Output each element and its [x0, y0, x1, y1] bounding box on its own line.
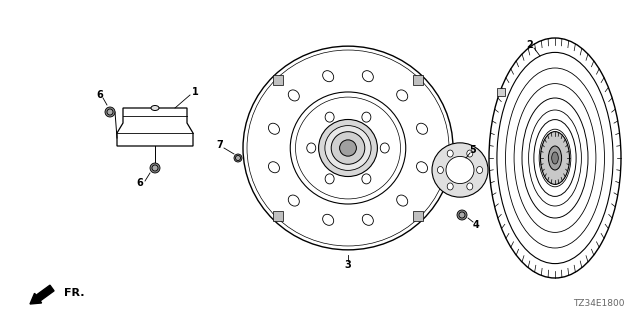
- Ellipse shape: [268, 162, 280, 173]
- Bar: [497, 88, 505, 96]
- Circle shape: [236, 156, 241, 161]
- Ellipse shape: [552, 152, 558, 164]
- Ellipse shape: [447, 183, 453, 190]
- Text: 3: 3: [344, 260, 351, 270]
- Text: FR.: FR.: [64, 288, 84, 298]
- Ellipse shape: [477, 166, 483, 173]
- Circle shape: [459, 212, 465, 218]
- Bar: [273, 75, 283, 85]
- Ellipse shape: [447, 150, 453, 157]
- Ellipse shape: [397, 195, 408, 206]
- Ellipse shape: [380, 143, 389, 153]
- Text: 6: 6: [97, 90, 104, 100]
- Circle shape: [457, 210, 467, 220]
- Text: 7: 7: [216, 140, 223, 150]
- Circle shape: [105, 107, 115, 117]
- Ellipse shape: [362, 174, 371, 184]
- Ellipse shape: [288, 195, 300, 206]
- Circle shape: [150, 163, 160, 173]
- FancyArrow shape: [30, 285, 54, 304]
- Text: 6: 6: [136, 178, 143, 188]
- Bar: [413, 211, 423, 221]
- Bar: [413, 75, 423, 85]
- Ellipse shape: [417, 123, 428, 134]
- Ellipse shape: [437, 166, 444, 173]
- Ellipse shape: [319, 119, 378, 177]
- Ellipse shape: [288, 90, 300, 101]
- Ellipse shape: [446, 156, 474, 184]
- Ellipse shape: [432, 143, 488, 197]
- Ellipse shape: [340, 140, 356, 156]
- Circle shape: [107, 109, 113, 115]
- Text: 2: 2: [527, 40, 533, 50]
- Text: 5: 5: [470, 145, 476, 155]
- Ellipse shape: [548, 146, 562, 170]
- Ellipse shape: [151, 106, 159, 110]
- Ellipse shape: [362, 71, 373, 82]
- Ellipse shape: [325, 112, 334, 122]
- Ellipse shape: [307, 143, 316, 153]
- Circle shape: [152, 165, 158, 171]
- Ellipse shape: [467, 183, 473, 190]
- Ellipse shape: [417, 162, 428, 173]
- Ellipse shape: [332, 132, 365, 164]
- Text: 4: 4: [472, 220, 479, 230]
- Ellipse shape: [362, 112, 371, 122]
- Ellipse shape: [323, 71, 333, 82]
- Ellipse shape: [268, 123, 280, 134]
- Ellipse shape: [362, 214, 373, 225]
- Ellipse shape: [323, 214, 333, 225]
- Text: TZ34E1800: TZ34E1800: [573, 299, 625, 308]
- Ellipse shape: [467, 150, 473, 157]
- Bar: [273, 211, 283, 221]
- Ellipse shape: [540, 132, 570, 184]
- Ellipse shape: [397, 90, 408, 101]
- Ellipse shape: [325, 125, 371, 171]
- Ellipse shape: [325, 174, 334, 184]
- Circle shape: [234, 154, 242, 162]
- Text: 1: 1: [191, 87, 198, 97]
